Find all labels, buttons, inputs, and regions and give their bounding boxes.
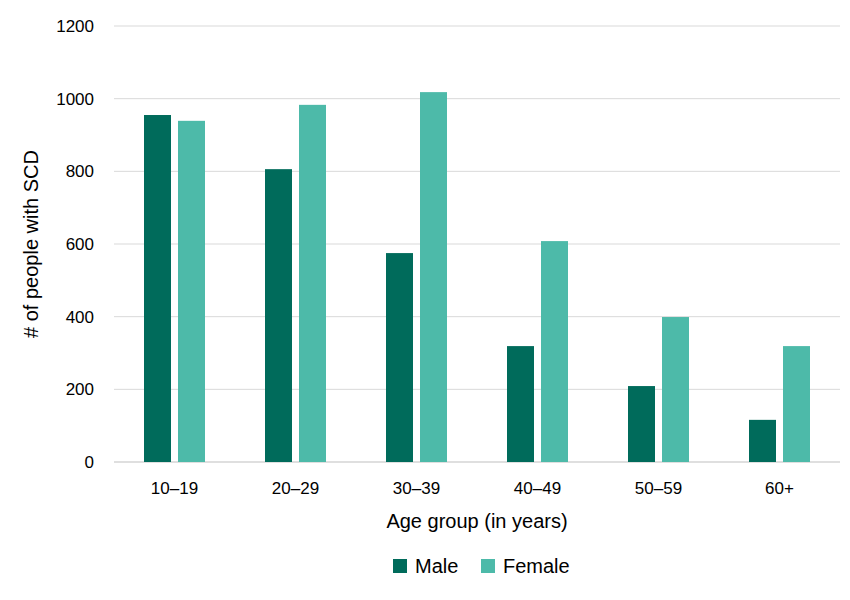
y-axis-title: # of people with SCD (20, 150, 42, 338)
bar (749, 420, 776, 462)
grid-line (114, 389, 840, 390)
y-tick-label: 200 (66, 380, 94, 399)
bars (144, 92, 810, 462)
bar (662, 317, 689, 462)
grid-line (114, 26, 840, 27)
bar (386, 253, 413, 462)
x-tick-label: 60+ (765, 479, 794, 498)
y-tick-label: 400 (66, 308, 94, 327)
grid-line (114, 244, 840, 245)
grid-line (114, 316, 840, 317)
chart-container: 0 200 400 600 800 1000 1200 10–19 20–29 30–39 40–4… (0, 0, 850, 600)
bar (507, 346, 534, 462)
chart-svg: 0 200 400 600 800 1000 1200 10–19 20–29 30–39 40–4… (0, 0, 850, 600)
grid-line (114, 98, 840, 99)
bar (265, 169, 292, 462)
y-tick-label: 0 (85, 453, 94, 472)
grid-line (114, 462, 840, 463)
legend: Male Female (393, 555, 570, 577)
y-tick-label: 800 (66, 162, 94, 181)
x-tick-label: 30–39 (393, 479, 440, 498)
bar (144, 115, 171, 462)
x-tick-label: 10–19 (151, 479, 198, 498)
y-tick-label: 1000 (56, 90, 94, 109)
y-tick-label: 1200 (56, 17, 94, 36)
x-tick-label: 50–59 (635, 479, 682, 498)
grid (114, 26, 840, 462)
legend-swatch (481, 559, 495, 573)
bar (420, 92, 447, 462)
x-tick-label: 20–29 (272, 479, 319, 498)
y-tick-label: 600 (66, 235, 94, 254)
x-axis-title: Age group (in years) (386, 510, 567, 532)
bar (299, 105, 326, 462)
bar (541, 241, 568, 462)
bar (783, 346, 810, 462)
grid-line (114, 171, 840, 172)
bar (178, 121, 205, 462)
legend-swatch (393, 559, 407, 573)
legend-label: Male (415, 555, 458, 577)
bar (628, 386, 655, 462)
x-tick-label: 40–49 (514, 479, 561, 498)
legend-label: Female (503, 555, 570, 577)
